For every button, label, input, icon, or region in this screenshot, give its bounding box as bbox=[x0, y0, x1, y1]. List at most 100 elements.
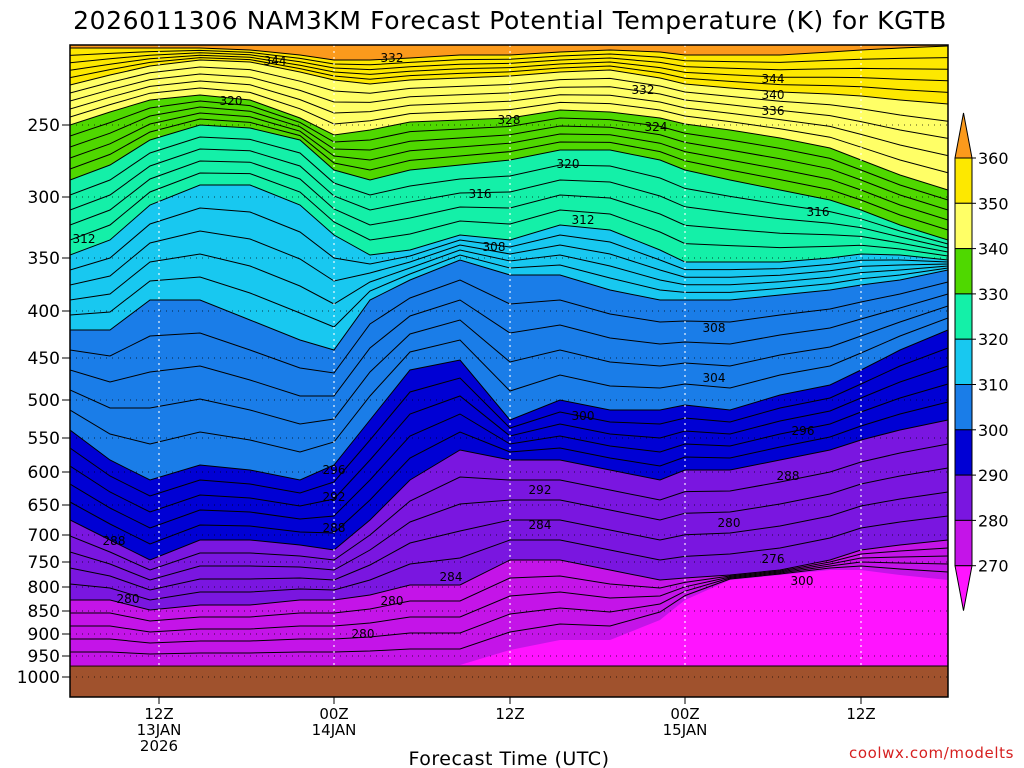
x-tick-label: 12Z bbox=[846, 705, 875, 723]
y-tick-label: 900 bbox=[28, 625, 60, 645]
contour-label: 320 bbox=[557, 157, 580, 171]
x-axis-label: Forecast Time (UTC) bbox=[409, 748, 610, 768]
contour-label: 340 bbox=[762, 88, 785, 102]
contour-label: 284 bbox=[440, 570, 463, 584]
y-tick-label: 400 bbox=[28, 302, 60, 322]
isotherm-line bbox=[70, 305, 948, 425]
y-tick-label: 550 bbox=[28, 429, 60, 449]
isotherm-line bbox=[70, 87, 948, 174]
x-tick-label: 00Z bbox=[670, 705, 699, 723]
contour-label: 296 bbox=[323, 463, 346, 477]
colorbar-tick-label: 280 bbox=[978, 511, 1009, 530]
colorbar-swatch bbox=[954, 293, 973, 340]
plot-area: 344 332 320 344 340 336 332 328 324 320 316 316 312 3… bbox=[70, 45, 948, 697]
x-tick-label: 12Z bbox=[495, 705, 524, 723]
credit-text: coolwx.com/modelts bbox=[849, 744, 1014, 762]
isotherm-line bbox=[70, 106, 948, 211]
isotherm-line bbox=[70, 317, 948, 453]
isotherm-line bbox=[70, 515, 948, 601]
colorbar-tick-label: 350 bbox=[978, 194, 1009, 213]
y-tick-label: 800 bbox=[28, 578, 60, 598]
x-tick-label: 13JAN bbox=[137, 721, 182, 739]
isotherm-line bbox=[70, 184, 948, 263]
x-tick-label: 2026 bbox=[140, 737, 178, 755]
contour-label: 296 bbox=[792, 424, 815, 438]
contour-label: 304 bbox=[703, 371, 726, 385]
isotherm-line bbox=[70, 172, 948, 257]
colorbar-tick-label: 320 bbox=[978, 330, 1009, 349]
isotherm-line bbox=[70, 230, 948, 286]
isotherm-line bbox=[70, 136, 948, 245]
contour-label: 320 bbox=[220, 94, 243, 108]
isotherm-line bbox=[70, 73, 948, 139]
contour-label: 292 bbox=[529, 483, 552, 497]
y-tick-label: 450 bbox=[28, 349, 60, 369]
isotherm-line bbox=[70, 207, 948, 271]
contour-label: 332 bbox=[381, 51, 404, 65]
contour-label: 316 bbox=[469, 187, 492, 201]
x-tick-label: 00Z bbox=[319, 705, 348, 723]
y-tick-label: 600 bbox=[28, 463, 60, 483]
isotherm-line bbox=[70, 383, 948, 529]
chart-title: 2026011306 NAM3KM Forecast Potential Tem… bbox=[73, 6, 947, 35]
isotherm-line bbox=[70, 118, 948, 231]
colorbar-tick-label: 290 bbox=[978, 466, 1009, 485]
isotherm-line bbox=[70, 401, 948, 545]
contour-label: 344 bbox=[264, 54, 287, 68]
colorbar-top-triangle bbox=[954, 112, 973, 159]
colorbar-swatch bbox=[954, 157, 973, 204]
contour-label: 280 bbox=[117, 592, 140, 606]
y-tick-label: 350 bbox=[28, 249, 60, 269]
isotherm-line bbox=[70, 100, 948, 201]
colorbar-tick-label: 300 bbox=[978, 421, 1009, 440]
isotherm-line bbox=[70, 80, 948, 157]
y-tick-label: 750 bbox=[28, 553, 60, 573]
isotherm-line bbox=[70, 148, 948, 249]
colorbar: 360 350 340 330 320 310 300 290 280 270 bbox=[954, 112, 1009, 611]
isotherm-line bbox=[70, 555, 948, 633]
colorbar-swatch bbox=[954, 474, 973, 521]
colorbar-swatch bbox=[954, 519, 973, 567]
isotherm-line bbox=[70, 443, 948, 571]
isotherm-line bbox=[70, 539, 948, 611]
contour-label: 308 bbox=[703, 321, 726, 335]
isotherm-line bbox=[70, 347, 948, 497]
y-tick-label: 650 bbox=[28, 496, 60, 516]
y-tick-label: 300 bbox=[28, 188, 60, 208]
contour-label: 332 bbox=[632, 83, 655, 97]
colorbar-tick-label: 270 bbox=[978, 557, 1009, 576]
contour-label: 300 bbox=[791, 574, 814, 588]
contour-label: 328 bbox=[498, 113, 521, 127]
isotherm-line bbox=[70, 49, 948, 66]
colorbar-tick-label: 340 bbox=[978, 240, 1009, 259]
contour-label: 288 bbox=[103, 534, 126, 548]
x-tick-label: 15JAN bbox=[663, 721, 708, 739]
contour-label: 280 bbox=[381, 594, 404, 608]
isotherm-line bbox=[70, 57, 948, 93]
colorbar-bottom-triangle bbox=[954, 565, 973, 611]
colorbar-swatch bbox=[954, 429, 973, 476]
isotherm-line bbox=[70, 329, 948, 481]
y-tick-label: 950 bbox=[28, 647, 60, 667]
y-tick-label: 250 bbox=[28, 116, 60, 136]
isotherm-line bbox=[70, 112, 948, 221]
contour-label: 324 bbox=[645, 120, 668, 134]
contour-label: 288 bbox=[323, 521, 346, 535]
y-tick-label: 1000 bbox=[17, 668, 60, 688]
colorbar-swatch bbox=[954, 338, 973, 386]
contour-label: 280 bbox=[718, 516, 741, 530]
band-below-260 bbox=[70, 570, 948, 697]
isotherm-line bbox=[70, 66, 948, 122]
contour-label: 300 bbox=[572, 409, 595, 423]
contour-label: 336 bbox=[762, 104, 785, 118]
colorbar-tick-label: 360 bbox=[978, 149, 1009, 168]
colorbar-tick-label: 310 bbox=[978, 376, 1009, 395]
isotherm-line bbox=[70, 45, 948, 61]
contour-label: 308 bbox=[483, 240, 506, 254]
contour-label: 312 bbox=[572, 213, 595, 227]
contour-label: 288 bbox=[777, 469, 800, 483]
contour-label: 292 bbox=[323, 490, 346, 504]
isotherm-line bbox=[70, 565, 948, 655]
